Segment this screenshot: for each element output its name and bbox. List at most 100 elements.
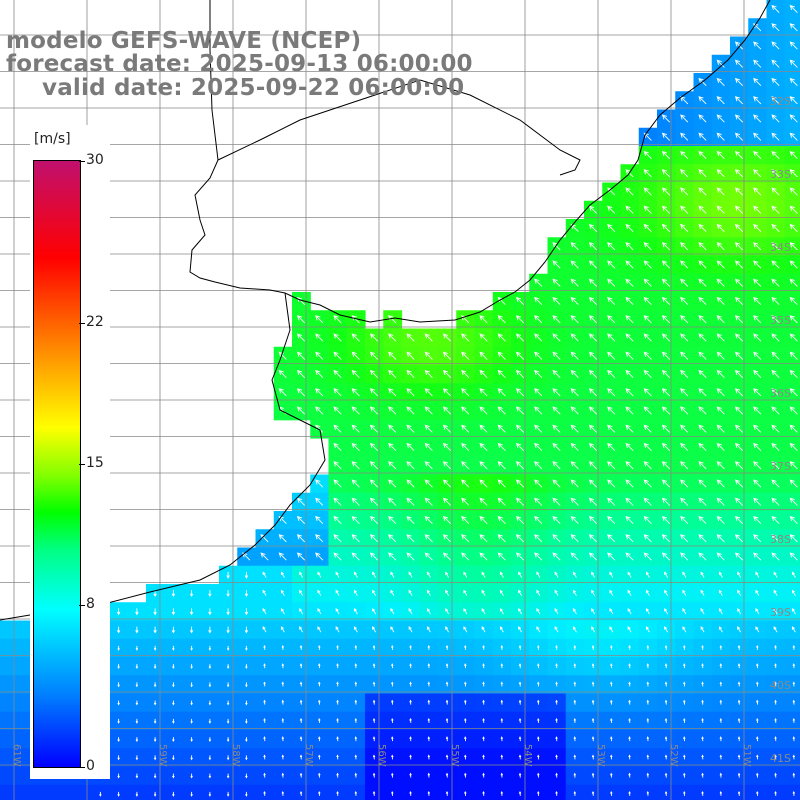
longitude-label: 52W [668, 744, 679, 767]
wind-arrow [628, 699, 631, 705]
wind-arrow [643, 278, 652, 287]
wind-arrow [701, 790, 704, 796]
wind-cell [784, 182, 800, 202]
wind-arrow [336, 754, 339, 760]
wind-arrow [280, 571, 285, 578]
title-forecast-date: forecast date: 2025-09-13 06:00:00 [6, 51, 473, 77]
wind-arrow [281, 717, 285, 723]
wind-arrow [698, 278, 707, 287]
wind-arrow [698, 552, 707, 561]
wind-arrow [737, 699, 741, 705]
wind-arrow [698, 315, 707, 324]
wind-arrow [464, 772, 467, 778]
wind-arrow [426, 626, 431, 633]
wind-arrow [789, 77, 798, 87]
wind-arrow [680, 114, 689, 123]
wind-arrow [499, 607, 504, 615]
wind-arrow [424, 369, 433, 379]
wind-arrow [245, 737, 248, 743]
wind-arrow [661, 223, 671, 233]
wind-arrow [315, 333, 324, 342]
wind-arrow [409, 663, 412, 669]
wind-arrow [664, 607, 668, 615]
wind-arrow [245, 700, 248, 706]
wind-arrow [682, 571, 687, 578]
wind-arrow [534, 479, 543, 488]
wind-arrow [208, 700, 212, 706]
wind-arrow [336, 663, 339, 669]
wind-arrow [515, 497, 525, 506]
wind-arrow [607, 461, 616, 470]
wind-arrow [296, 515, 306, 525]
wind-arrow [716, 114, 725, 123]
wind-arrow [734, 315, 744, 324]
wind-cell [784, 164, 800, 184]
wind-arrow [661, 315, 671, 324]
wind-arrow [753, 351, 762, 360]
wind-arrow [643, 515, 652, 525]
wind-arrow [700, 607, 705, 615]
wind-arrow [354, 644, 358, 650]
wind-arrow [753, 223, 762, 233]
wind-arrow [336, 717, 339, 723]
wind-arrow [442, 388, 452, 397]
wind-arrow [680, 96, 689, 105]
wind-arrow [372, 717, 376, 723]
wind-arrow [789, 169, 798, 178]
wind-arrow [698, 132, 707, 141]
wind-arrow [135, 755, 139, 761]
wind-arrow [534, 315, 543, 324]
wind-cell [784, 255, 800, 275]
wind-arrow [719, 790, 723, 796]
wind-arrow [627, 607, 632, 615]
wind-arrow [610, 663, 613, 669]
wind-arrow [588, 479, 598, 488]
wind-arrow [753, 369, 762, 379]
wind-arrow [734, 242, 744, 251]
wind-arrow [497, 442, 506, 452]
wind-arrow [734, 205, 744, 214]
wind-arrow [372, 626, 376, 633]
wind-arrow [482, 663, 485, 669]
wind-arrow [643, 150, 652, 160]
wind-arrow [588, 369, 598, 379]
wind-arrow [408, 607, 413, 615]
wind-arrow [698, 369, 707, 379]
wind-arrow [408, 571, 413, 578]
wind-arrow [500, 736, 504, 742]
wind-arrow [698, 442, 707, 452]
wind-arrow [573, 717, 577, 723]
wind-arrow [296, 552, 306, 561]
wind-arrow [734, 132, 744, 141]
wind-arrow [534, 369, 543, 379]
wind-arrow [734, 534, 744, 543]
wind-arrow [661, 114, 671, 123]
wind-arrow [171, 608, 176, 616]
latitude-label: 40S [770, 679, 791, 692]
wind-arrow [716, 242, 725, 251]
wind-arrow [683, 736, 686, 742]
wind-arrow [661, 278, 671, 287]
wind-arrow [406, 442, 415, 452]
wind-cell [784, 419, 800, 439]
wind-arrow [464, 663, 467, 669]
wind-arrow [245, 682, 248, 688]
wind-arrow [117, 791, 120, 797]
wind-arrow [278, 534, 287, 543]
wind-arrow [737, 717, 741, 723]
wind-arrow [427, 772, 431, 778]
wind-arrow [354, 754, 358, 760]
wind-arrow [625, 388, 634, 397]
wind-arrow [643, 388, 652, 397]
wind-arrow [354, 699, 358, 705]
wind-arrow [315, 534, 324, 543]
wind-arrow [753, 388, 762, 397]
wind-arrow [680, 388, 689, 397]
wind-arrow [315, 406, 324, 415]
longitude-label: 54W [522, 744, 533, 767]
wind-arrow [263, 699, 266, 705]
wind-arrow [296, 497, 306, 506]
longitude-label: 53W [595, 744, 606, 767]
wind-arrow [791, 607, 796, 615]
wind-arrow [628, 663, 631, 669]
